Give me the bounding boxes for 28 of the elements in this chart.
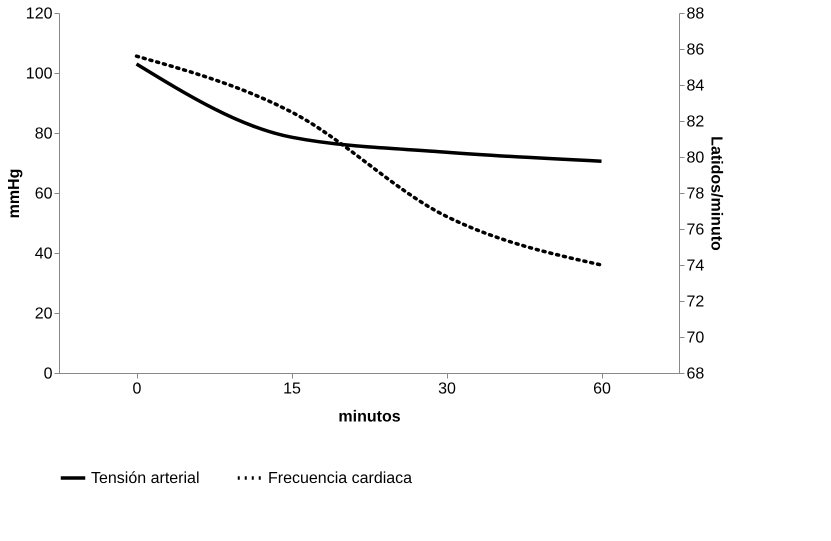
y2-tick-label: 68 bbox=[686, 366, 704, 382]
y2-tick-label: 84 bbox=[686, 78, 704, 94]
x-axis-title: minutos bbox=[338, 408, 401, 426]
x-tick-label: 60 bbox=[593, 380, 611, 398]
y-tick-label: 80 bbox=[34, 126, 53, 142]
y-tick-label: 0 bbox=[44, 366, 53, 382]
y-tick-label: 60 bbox=[34, 186, 53, 202]
y2-tick-label: 88 bbox=[686, 6, 704, 22]
x-tick-label: 30 bbox=[438, 380, 456, 398]
y-axis-title: mmHg bbox=[6, 168, 23, 218]
y2-tick-label: 86 bbox=[686, 42, 704, 58]
x-tick-label: 0 bbox=[132, 380, 142, 398]
y2-tick-label: 80 bbox=[686, 150, 704, 166]
y2-tick-label: 74 bbox=[686, 258, 704, 274]
y2-tick-label: 78 bbox=[686, 186, 704, 202]
line-series bbox=[134, 54, 604, 267]
y2-tick-label: 82 bbox=[686, 114, 704, 130]
y2-axis-title: Latidos/minuto bbox=[707, 136, 724, 252]
legend-label: Tensión arterial bbox=[91, 470, 200, 487]
y-tick-label: 40 bbox=[34, 246, 53, 262]
y2-tick-label: 72 bbox=[686, 294, 704, 310]
y-tick-label: 20 bbox=[34, 306, 53, 322]
y2-tick-label: 76 bbox=[686, 222, 704, 238]
y-tick-label: 100 bbox=[26, 66, 53, 82]
y-tick-label: 120 bbox=[26, 6, 53, 22]
x-tick-label: 15 bbox=[283, 380, 301, 398]
y2-tick-label: 70 bbox=[686, 330, 704, 346]
legend-label: Frecuencia cardiaca bbox=[268, 470, 412, 487]
